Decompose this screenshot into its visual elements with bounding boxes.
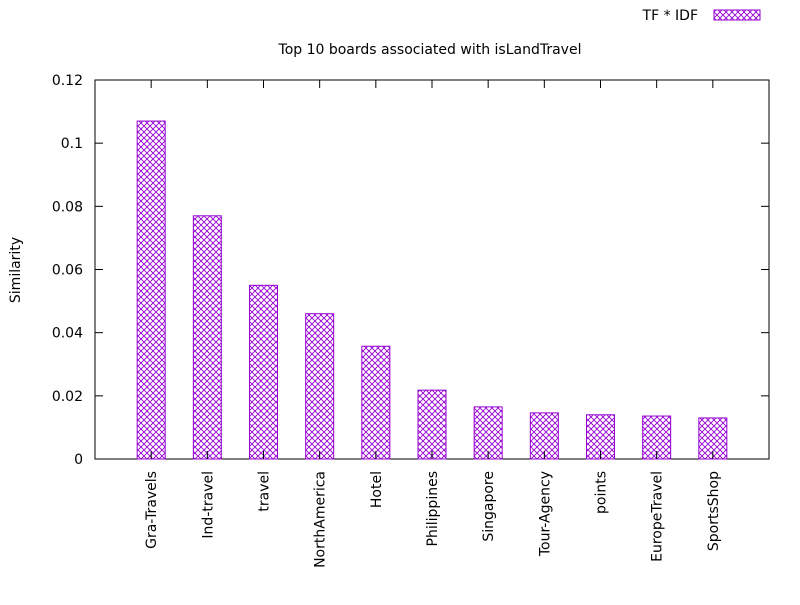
y-tick-label: 0.06 xyxy=(52,263,83,279)
legend-swatch xyxy=(713,9,761,21)
x-tick-label: SportsShop xyxy=(706,471,722,551)
y-tick-label: 0.12 xyxy=(52,73,83,89)
bar xyxy=(192,215,222,460)
x-tick-label: Hotel xyxy=(369,471,385,508)
bar xyxy=(417,389,447,460)
x-tick-label: Gra-Travels xyxy=(144,471,160,549)
bar xyxy=(473,406,503,460)
plot-area: 0 0.02 0.04 0.06 0.08 0.1 0.12 Gra-Travels Ind-t… xyxy=(52,73,770,568)
x-tick-label: points xyxy=(594,471,610,514)
bar xyxy=(249,284,278,460)
x-tick-label: NorthAmerica xyxy=(313,471,329,568)
y-axis-label: Similarity xyxy=(8,237,24,303)
legend: TF * IDF xyxy=(642,8,761,24)
x-tick-label: Philippines xyxy=(425,471,441,546)
y-tick-label: 0 xyxy=(74,452,83,468)
x-tick-label: Singapore xyxy=(481,471,497,542)
legend-label: TF * IDF xyxy=(642,8,698,24)
y-tick-label: 0.04 xyxy=(52,326,83,342)
bar xyxy=(136,120,166,460)
x-tick-label: travel xyxy=(257,471,273,512)
x-tick-label: Tour-Agency xyxy=(537,471,553,557)
y-tick-label: 0.02 xyxy=(52,389,83,405)
y-tick-label: 0.1 xyxy=(61,136,83,152)
y-tick-label: 0.08 xyxy=(52,199,83,215)
x-tick-label: Ind-travel xyxy=(200,471,216,539)
bar xyxy=(305,313,335,460)
x-tick-label: EuropeTravel xyxy=(650,471,666,562)
chart-title: Top 10 boards associated with isLandTrav… xyxy=(278,42,582,58)
bar xyxy=(361,345,391,460)
